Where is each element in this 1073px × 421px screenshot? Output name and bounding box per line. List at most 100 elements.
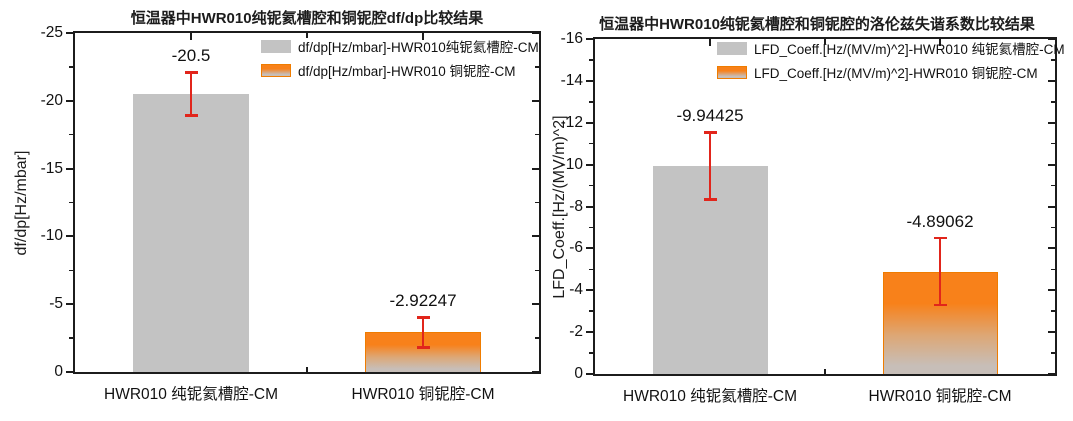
y-tick-major bbox=[1048, 163, 1055, 166]
y-tick-major bbox=[586, 121, 593, 124]
y-tick-minor bbox=[535, 337, 539, 339]
y-tick-major bbox=[586, 79, 593, 82]
y-axis-label: LFD_Coeff.[Hz/(MV/m)^2] bbox=[551, 115, 568, 299]
y-tick-label: -25 bbox=[40, 24, 63, 41]
y-tick-major bbox=[532, 303, 539, 306]
y-tick-major bbox=[586, 331, 593, 334]
error-bar-cap-top bbox=[933, 236, 947, 240]
y-tick-major bbox=[1048, 289, 1055, 292]
y-tick-major bbox=[532, 32, 539, 34]
x-tick-major bbox=[709, 39, 711, 46]
y-tick-major bbox=[586, 38, 593, 40]
y-tick-label: -2 bbox=[569, 323, 583, 341]
x-tick-major bbox=[422, 33, 424, 40]
bar-value-label: -4.89062 bbox=[906, 212, 974, 232]
bar-value-label: -2.92247 bbox=[389, 291, 457, 311]
y-tick-label: -8 bbox=[569, 197, 583, 215]
y-tick-major bbox=[1048, 79, 1055, 82]
y-tick-label: -12 bbox=[560, 113, 583, 131]
error-bar-cap-top bbox=[703, 131, 717, 134]
error-bar-cap-bottom bbox=[933, 303, 947, 307]
y-tick-label: -15 bbox=[40, 159, 63, 177]
y-tick-major bbox=[586, 373, 593, 375]
y-tick-major bbox=[586, 163, 593, 166]
error-bar-cap-bottom bbox=[416, 346, 430, 349]
y-tick-major bbox=[1048, 247, 1055, 250]
y-tick-major bbox=[1048, 373, 1055, 375]
y-tick-major bbox=[532, 235, 539, 238]
y-tick-minor bbox=[69, 269, 73, 272]
y-tick-label: -6 bbox=[569, 239, 583, 257]
y-tick-major bbox=[66, 371, 73, 373]
legend-item: LFD_Coeff.[Hz/(MV/m)^2]-HWR010 纯铌氦槽腔-CM bbox=[717, 38, 1065, 58]
y-tick-label: 0 bbox=[574, 365, 583, 382]
y-tick-minor bbox=[1051, 59, 1055, 61]
bar-value-label: -9.94425 bbox=[676, 106, 744, 126]
y-tick-minor bbox=[589, 101, 593, 103]
bar-1 bbox=[133, 94, 249, 372]
chart-title: 恒温器中HWR010纯铌氦槽腔和铜铌腔df/dp比较结果 bbox=[130, 10, 484, 27]
error-bar-cap-top bbox=[416, 316, 430, 319]
x-tick-major bbox=[939, 39, 941, 46]
y-tick-major bbox=[532, 371, 539, 373]
y-tick-label: -10 bbox=[560, 155, 583, 173]
error-bar-cap-bottom bbox=[184, 114, 198, 117]
y-tick-minor bbox=[589, 310, 593, 312]
y-tick-minor bbox=[589, 59, 593, 61]
y-tick-minor bbox=[1051, 101, 1055, 103]
error-bar bbox=[190, 72, 192, 116]
y-tick-label: -4 bbox=[569, 281, 583, 299]
plot-area: 0 -2 -4 -6 -8 -10 -12 -14 -16 -9.94425 HWR010 纯铌氦槽… bbox=[561, 30, 1057, 405]
legend-item: df/dp[Hz/mbar]-HWR010 铜铌腔-CM bbox=[261, 60, 539, 80]
y-tick-minor bbox=[1051, 268, 1055, 271]
legend-label: LFD_Coeff.[Hz/(MV/m)^2]-HWR010 纯铌氦槽腔-CM bbox=[754, 42, 1065, 57]
error-bar bbox=[939, 238, 941, 306]
y-tick-major bbox=[586, 247, 593, 250]
y-tick-major bbox=[586, 289, 593, 292]
legend-label: df/dp[Hz/mbar]-HWR010 铜铌腔-CM bbox=[298, 64, 516, 79]
y-tick-label: -16 bbox=[560, 30, 583, 47]
y-tick-major bbox=[66, 235, 73, 238]
legend: df/dp[Hz/mbar]-HWR010纯铌氦槽腔-CM df/dp[Hz/m… bbox=[261, 36, 539, 80]
y-tick-minor bbox=[69, 66, 73, 68]
y-tick-minor bbox=[589, 184, 593, 187]
y-tick-major bbox=[586, 205, 593, 208]
y-tick-major bbox=[66, 32, 73, 34]
y-tick-minor bbox=[1051, 184, 1055, 187]
y-tick-minor bbox=[1051, 352, 1055, 354]
x-tick-minor bbox=[306, 367, 308, 372]
category-label: HWR010 纯铌氦槽腔-CM bbox=[623, 388, 797, 405]
y-tick-minor bbox=[1051, 310, 1055, 312]
chart-title: 恒温器中HWR010纯铌氦槽腔和铜铌腔的洛伦兹失谐系数比较结果 bbox=[599, 16, 1035, 33]
error-bar-cap-top bbox=[184, 71, 198, 74]
y-tick-minor bbox=[69, 201, 73, 204]
y-tick-minor bbox=[535, 133, 539, 136]
y-tick-major bbox=[66, 167, 73, 170]
x-tick-major bbox=[190, 33, 192, 40]
error-bar bbox=[422, 317, 424, 348]
y-tick-minor bbox=[1051, 226, 1055, 229]
legend-label: LFD_Coeff.[Hz/(MV/m)^2]-HWR010 铜铌腔-CM bbox=[754, 66, 1038, 81]
plot-area: 0 -5 -10 -15 -20 -25 -20.5 HWR010 纯铌氦槽腔-CM -2.92… bbox=[41, 24, 541, 403]
y-tick-label: -10 bbox=[40, 227, 63, 245]
legend-swatch-orange-bar bbox=[717, 65, 747, 79]
category-label: HWR010 铜铌腔-CM bbox=[351, 386, 495, 403]
y-tick-major bbox=[532, 99, 539, 102]
legend-item: df/dp[Hz/mbar]-HWR010纯铌氦槽腔-CM bbox=[261, 36, 539, 56]
y-tick-minor bbox=[589, 268, 593, 271]
y-tick-minor bbox=[589, 226, 593, 229]
category-label: HWR010 铜铌腔-CM bbox=[868, 388, 1012, 405]
y-tick-minor bbox=[535, 66, 539, 68]
y-tick-major bbox=[66, 303, 73, 306]
y-tick-minor bbox=[589, 142, 593, 145]
y-tick-major bbox=[532, 167, 539, 170]
bar-value-label: -20.5 bbox=[171, 46, 211, 66]
y-tick-major bbox=[1048, 38, 1055, 40]
legend-item: LFD_Coeff.[Hz/(MV/m)^2]-HWR010 铜铌腔-CM bbox=[717, 62, 1065, 82]
y-tick-minor bbox=[69, 133, 73, 136]
y-tick-minor bbox=[589, 352, 593, 354]
y-tick-minor bbox=[69, 337, 73, 339]
y-tick-minor bbox=[1051, 142, 1055, 145]
